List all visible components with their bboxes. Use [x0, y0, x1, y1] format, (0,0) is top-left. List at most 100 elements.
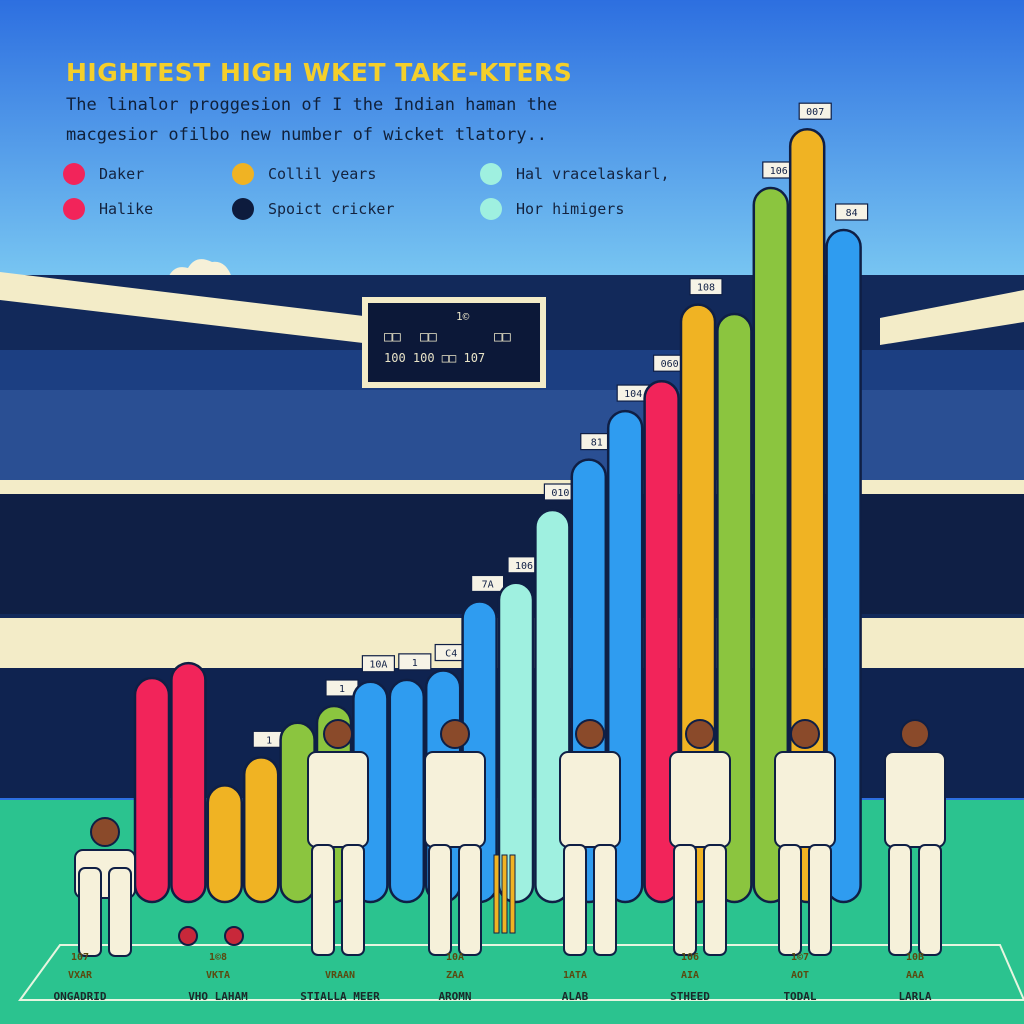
player-pad-right	[458, 844, 482, 956]
player-name-label: VRAAN	[325, 970, 355, 981]
bar-value-label: 1	[412, 658, 418, 669]
cricket-ball-icon	[224, 926, 244, 946]
stadium-roof-left	[0, 272, 380, 345]
player-pad-left	[78, 867, 102, 957]
player-labels: 107 VXAR ONGADRID 1©8 VKTA VHO LAHAM VRAAN STIA…	[54, 952, 932, 1003]
bar	[388, 678, 426, 904]
player-pad-right	[341, 844, 365, 956]
player-name-label: AIA	[681, 970, 699, 981]
player-value-label: 106	[681, 952, 699, 963]
player-shirt	[424, 751, 486, 848]
bar-value-tag	[361, 655, 395, 673]
legend-label: Halike	[99, 200, 154, 218]
bar-value-label: 106	[770, 166, 788, 177]
bar-value-label: 84	[846, 208, 858, 219]
player-head	[90, 817, 120, 847]
player-shirt	[307, 751, 369, 848]
cricketer-figure	[884, 719, 946, 956]
bar-value-label: 10A	[369, 660, 387, 671]
bar-value-tag	[471, 574, 505, 593]
chart-subtitle-line-1: The linalor proggesion of I the Indian h…	[66, 95, 558, 115]
player-pad-left	[563, 844, 587, 956]
legend-swatch-icon	[63, 163, 85, 185]
player-shirt	[669, 751, 731, 848]
bar-value-label: C4	[445, 649, 457, 660]
player-value-label: 10B	[906, 952, 924, 963]
player-team-label: ONGADRID	[54, 990, 107, 1003]
player-shirt	[559, 751, 621, 848]
bar	[497, 581, 535, 904]
bar-value-label: 81	[591, 438, 603, 449]
player-value-label: 10A	[446, 952, 464, 963]
stadium-roof-right	[880, 290, 1024, 345]
player-value-label: 107	[71, 952, 89, 963]
stadium-tier-band-3	[0, 480, 1024, 494]
cloud-icon	[168, 259, 232, 278]
legend-swatch-icon	[232, 198, 254, 220]
bar-value-tag	[689, 278, 723, 296]
bar-value-label: 104	[624, 389, 642, 400]
legend-item-5: Hal vracelaskarl,	[480, 163, 670, 185]
player-team-label: AROMN	[438, 990, 471, 1003]
bar-value-label: 108	[697, 283, 715, 294]
stump-icon	[509, 854, 516, 934]
player-name-label: VKTA	[206, 970, 230, 981]
scoreboard-line-1d: □□	[494, 329, 511, 345]
player-name-label: VXAR	[68, 970, 93, 981]
bar-value-label: 106	[515, 561, 533, 572]
scoreboard	[362, 297, 546, 388]
legend-swatch-icon	[480, 198, 502, 220]
player-head	[790, 719, 820, 749]
bar	[788, 127, 826, 904]
legend-label: Collil years	[268, 165, 377, 183]
bar-value-tag	[398, 653, 432, 671]
player-pad-right	[703, 844, 727, 956]
cricketer-figure	[307, 719, 369, 956]
bar-value-tag	[798, 102, 832, 120]
bar	[133, 676, 171, 904]
legend-swatch-icon	[232, 163, 254, 185]
bar-value-label: 060	[661, 359, 679, 370]
scoreboard-line-1b: □□	[420, 329, 437, 345]
player-pad-right	[918, 844, 942, 956]
player-pad-left	[888, 844, 912, 956]
player-pad-left	[778, 844, 802, 956]
player-team-label: TODAL	[783, 990, 816, 1003]
player-head	[323, 719, 353, 749]
legend-label: Hor himigers	[516, 200, 625, 218]
player-team-label: STHEED	[670, 990, 710, 1003]
cricketer-figure	[774, 719, 836, 956]
player-name-label: AAA	[906, 970, 924, 981]
cricketer-figure	[559, 719, 621, 956]
bar-value-label: 7A	[482, 579, 494, 590]
legend-label: Daker	[99, 165, 145, 183]
player-name-label: ZAA	[446, 970, 464, 981]
player-head	[685, 719, 715, 749]
player-head	[900, 719, 930, 749]
player-head	[575, 719, 605, 749]
scoreboard-line-1c: 1©	[456, 310, 470, 323]
stump-icon	[493, 854, 500, 934]
bar-value-label: 007	[806, 107, 824, 118]
player-pad-right	[593, 844, 617, 956]
cricketer-figure	[424, 719, 486, 956]
player-head	[440, 719, 470, 749]
player-pad-left	[311, 844, 335, 956]
player-pad-left	[673, 844, 697, 956]
bar	[242, 756, 280, 904]
scoreboard-line-1: □□	[384, 329, 401, 345]
legend-label: Spoict cricker	[268, 200, 395, 218]
player-pad-right	[808, 844, 832, 956]
stump-icon	[501, 854, 508, 934]
player-value-label: 1©7	[791, 952, 809, 963]
chart-title: HIGHTEST HIGH WKET TAKE-KTERS	[66, 58, 573, 87]
player-shirt	[774, 751, 836, 848]
player-team-label: STIALLA MEER	[300, 990, 380, 1003]
legend-item-1: Daker	[63, 163, 144, 185]
player-pad-right	[108, 867, 132, 957]
legend-item-6: Hor himigers	[480, 198, 624, 220]
legend-item-2: Halike	[63, 198, 153, 220]
bar	[825, 228, 862, 904]
legend-item-4: Spoict cricker	[232, 198, 394, 220]
